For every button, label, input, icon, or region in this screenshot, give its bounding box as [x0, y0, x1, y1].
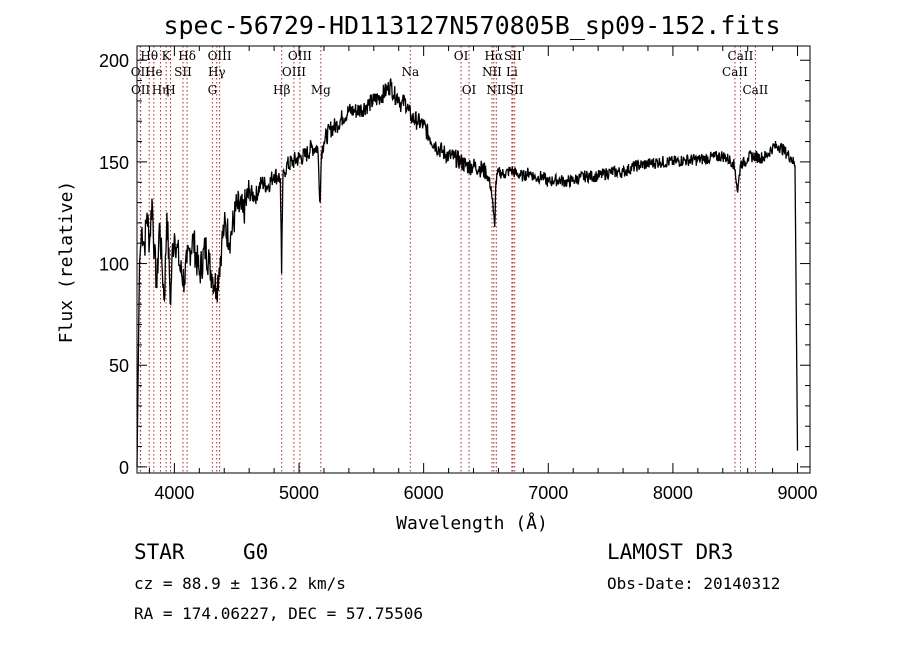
line-marker-label: Li — [506, 65, 518, 79]
x-tick-label: 4000 — [154, 483, 194, 503]
chart-title: spec-56729-HD113127N570805B_sp09-152.fit… — [163, 11, 780, 40]
line-marker-label: OIII — [282, 65, 306, 79]
line-marker-label: K — [162, 49, 172, 63]
spectrum-line — [136, 78, 799, 467]
ra-dec-coordinates: RA = 174.06227, DEC = 57.75506 — [134, 604, 423, 623]
y-tick-label: 100 — [99, 255, 129, 275]
line-marker-label: OIII — [208, 49, 232, 63]
x-tick-label: 6000 — [404, 483, 444, 503]
x-tick-label: 7000 — [528, 483, 568, 503]
line-marker-label: Hβ — [273, 83, 290, 97]
line-marker-label: OII — [131, 83, 151, 97]
line-marker-label: Na — [401, 65, 419, 79]
line-marker-label: H — [165, 83, 175, 97]
line-marker-label: CaII — [722, 65, 748, 79]
x-axis-label: Wavelength (Å) — [396, 512, 548, 534]
y-axis-label: Flux (relative) — [56, 181, 77, 344]
object-class: STAR — [134, 540, 185, 564]
line-marker-label: Mg — [311, 83, 331, 97]
observation-date: Obs-Date: 20140312 — [607, 574, 781, 593]
line-marker-label: He — [145, 65, 163, 79]
redshift-velocity: cz = 88.9 ± 136.2 km/s — [134, 574, 346, 593]
line-marker-label: G — [208, 83, 218, 97]
line-marker-label: CaII — [742, 83, 768, 97]
line-marker-label: OI — [462, 83, 477, 97]
line-markers — [139, 46, 756, 473]
line-marker-label: SII — [506, 83, 524, 97]
line-marker-label: Hθ — [140, 49, 158, 63]
line-marker-label: CaII — [728, 49, 754, 63]
line-marker-label: NII — [486, 83, 506, 97]
y-tick-label: 200 — [99, 51, 129, 71]
y-tick-label: 0 — [119, 458, 129, 478]
line-marker-label: OIII — [288, 49, 312, 63]
line-marker-label: Hγ — [208, 65, 226, 79]
line-marker-label: Hδ — [178, 49, 196, 63]
line-marker-label: SII — [504, 49, 522, 63]
line-marker-label: Hα — [485, 49, 504, 63]
line-marker-label: SII — [174, 65, 192, 79]
y-tick-label: 150 — [99, 153, 129, 173]
line-marker-label: OI — [454, 49, 469, 63]
survey-name: LAMOST DR3 — [607, 540, 734, 564]
line-marker-label: OII — [131, 65, 151, 79]
plot-frame — [136, 45, 811, 474]
axis-ticks: 4000 5000 6000 7000 8000 9000 0 50 100 150 200 — [99, 46, 818, 503]
x-tick-label: 8000 — [653, 483, 693, 503]
x-tick-label: 9000 — [778, 483, 818, 503]
y-tick-label: 50 — [109, 356, 129, 376]
object-subclass: G0 — [243, 540, 269, 564]
line-marker-label: NII — [482, 65, 502, 79]
line-marker-label: Hη — [152, 83, 170, 97]
x-tick-label: 5000 — [279, 483, 319, 503]
